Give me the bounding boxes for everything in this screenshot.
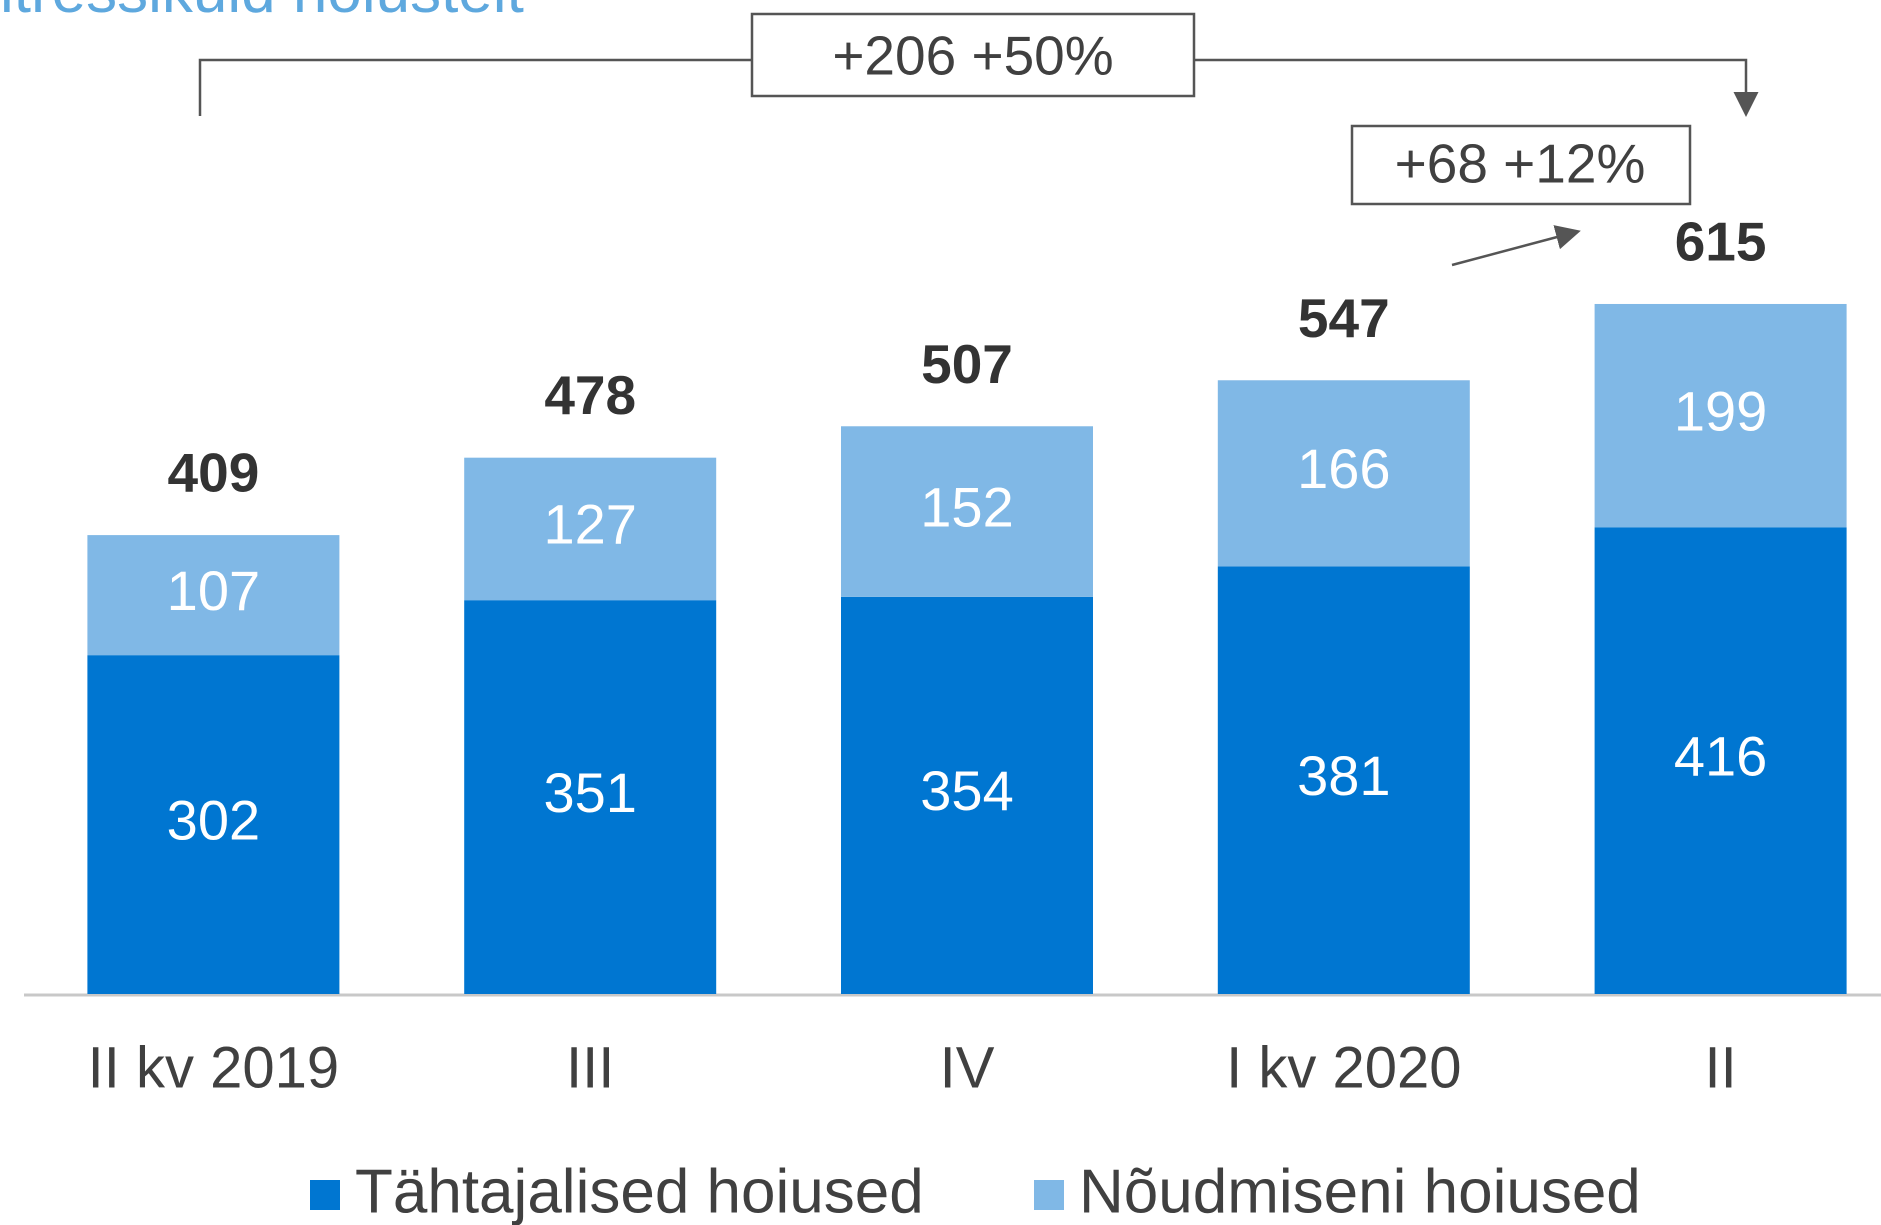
total-label: 478 — [544, 364, 636, 426]
total-label: 547 — [1298, 287, 1390, 349]
x-tick-label: I kv 2020 — [1226, 1035, 1461, 1100]
bar-segment — [464, 600, 717, 994]
total-label: 409 — [168, 442, 260, 504]
segment-label: 107 — [167, 559, 260, 622]
segment-label: 152 — [920, 475, 1013, 538]
segment-label: 127 — [543, 493, 636, 556]
legend-label: Nõudmiseni hoiused — [1079, 1157, 1641, 1225]
segment-label: 302 — [167, 788, 260, 851]
bracket-arrow — [1194, 58, 1759, 117]
x-tick-label: III — [566, 1035, 614, 1100]
segment-label: 166 — [1297, 437, 1390, 500]
bar-segment — [841, 426, 1093, 597]
bar-segment — [87, 535, 340, 656]
x-tick-label: II — [1704, 1035, 1736, 1100]
annotation: +206 +50% — [832, 25, 1113, 87]
bar-segment — [1594, 527, 1847, 994]
annotation-box — [750, 12, 1196, 98]
x-tick-label: II kv 2019 — [88, 1035, 339, 1100]
total-label: 507 — [921, 333, 1013, 395]
legend-swatch — [1034, 1180, 1064, 1210]
chart-title: itressikuid hoiustelt — [0, 0, 524, 26]
annotation-box — [1350, 124, 1692, 206]
bar-segment — [1594, 303, 1847, 528]
x-tick-label: IV — [940, 1035, 995, 1100]
segment-label: 381 — [1297, 744, 1390, 807]
segment-label: 351 — [543, 761, 636, 824]
segment-label: 199 — [1674, 379, 1767, 442]
legend-label: Tähtajalised hoiused — [355, 1157, 924, 1225]
bracket-line — [198, 58, 752, 116]
segment-label: 416 — [1674, 724, 1767, 787]
total-label: 615 — [1675, 211, 1767, 273]
bar-segment — [841, 596, 1093, 994]
annotation-arrow — [1451, 225, 1581, 267]
bar-segment — [1217, 566, 1470, 994]
annotation: +68 +12% — [1395, 133, 1646, 195]
bar-segment — [464, 457, 717, 601]
bar-segment — [87, 655, 340, 994]
legend-swatch — [310, 1180, 340, 1210]
segment-label: 354 — [920, 759, 1013, 822]
bar-segment — [1217, 380, 1470, 567]
